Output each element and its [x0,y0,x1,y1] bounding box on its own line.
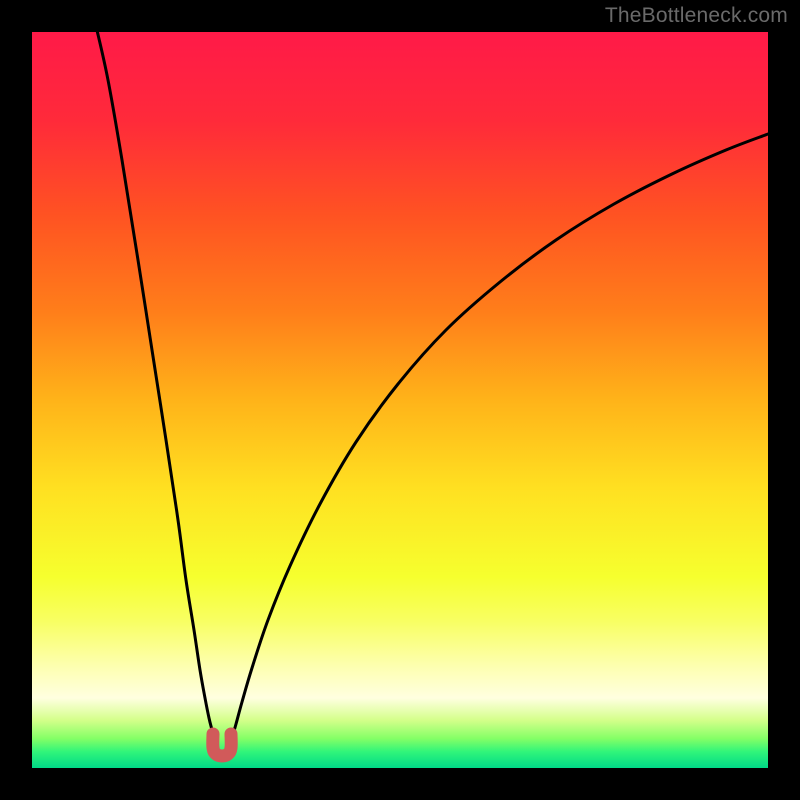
chart-stage: TheBottleneck.com [0,0,800,800]
gradient-background [32,32,768,768]
watermark-text: TheBottleneck.com [605,4,788,28]
bottleneck-chart [0,0,800,800]
